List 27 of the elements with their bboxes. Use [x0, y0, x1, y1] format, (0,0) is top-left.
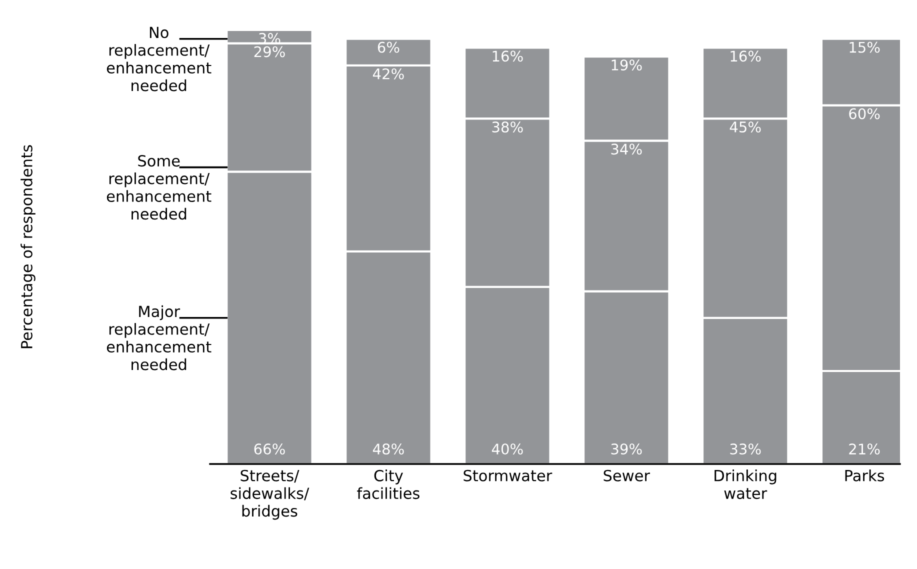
- data-label: 40%: [492, 444, 523, 455]
- data-label: 66%: [254, 444, 285, 455]
- data-label: 6%: [378, 42, 400, 53]
- text: Percentage of respondents: [20, 145, 36, 348]
- data-label: 33%: [730, 444, 761, 455]
- series-label: Major replacement/ enhancement needed: [106, 305, 212, 370]
- data-label: 48%: [372, 444, 404, 455]
- x-tick-label: Stormwater: [464, 470, 552, 482]
- data-label: 39%: [611, 444, 642, 455]
- data-label: 38%: [492, 121, 523, 133]
- series-label: No replacement/ enhancement needed: [106, 26, 212, 92]
- data-label: 19%: [612, 59, 642, 71]
- data-label: 29%: [254, 46, 285, 58]
- x-tick-label: Sewer: [604, 470, 650, 482]
- x-tick-label: City facilities: [357, 470, 420, 500]
- x-tick-label: Drinking water: [714, 470, 776, 500]
- data-label: 42%: [372, 68, 404, 80]
- data-label: 45%: [730, 121, 761, 133]
- data-label: 16%: [730, 50, 761, 62]
- x-tick-label: Parks: [845, 470, 884, 482]
- data-label: 34%: [611, 144, 642, 155]
- data-label: 16%: [492, 50, 523, 62]
- data-label: 60%: [849, 108, 880, 120]
- data-label: 21%: [849, 444, 880, 455]
- x-tick-label: Streets/ sidewalks/ bridges: [230, 470, 310, 520]
- data-label: 15%: [850, 42, 880, 53]
- series-label: Some replacement/ enhancement needed: [106, 155, 212, 220]
